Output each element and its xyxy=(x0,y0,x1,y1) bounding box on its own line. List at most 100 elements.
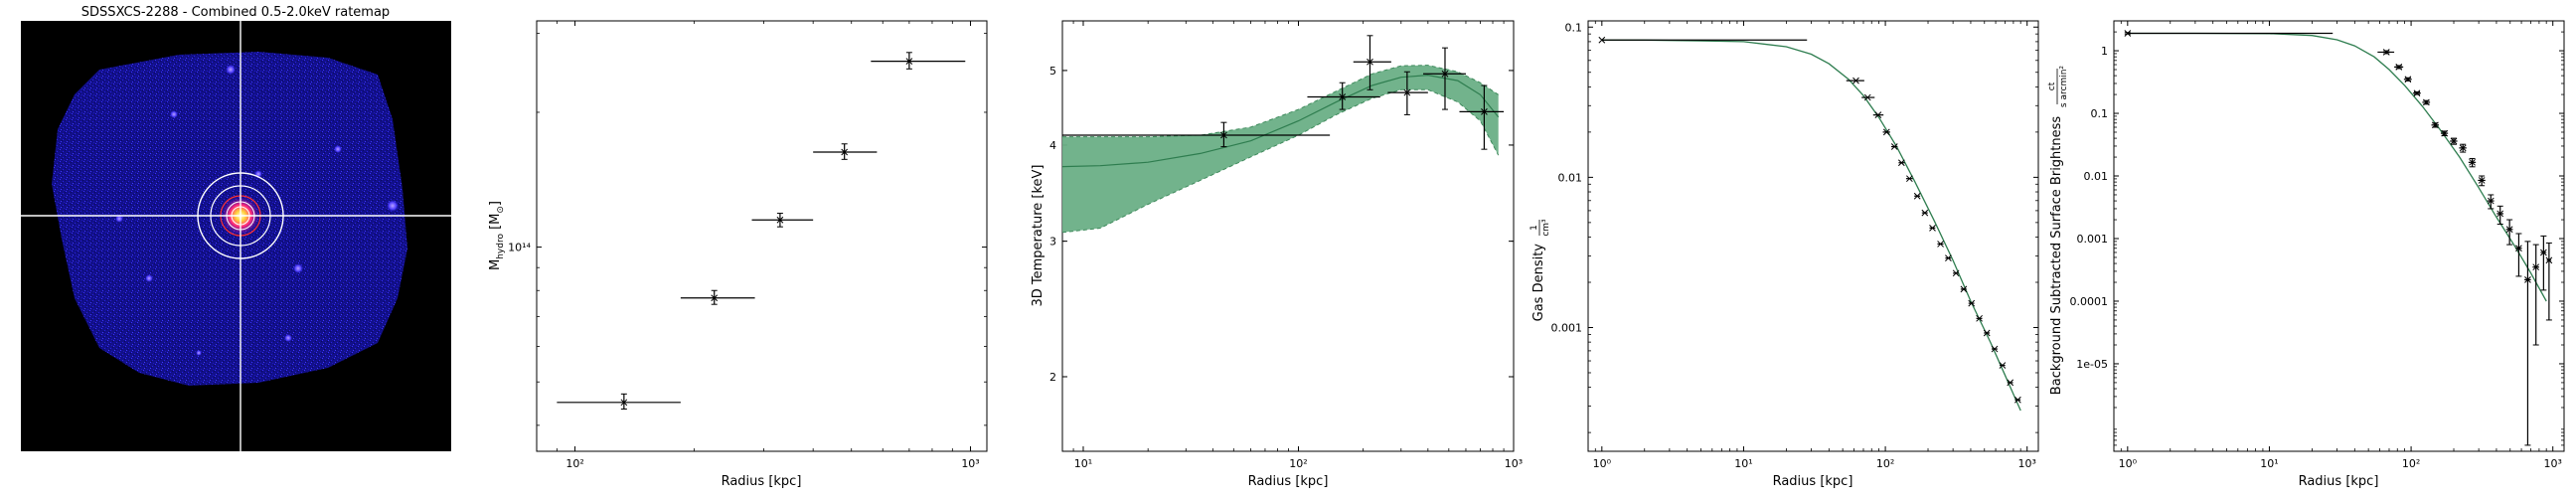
data-point xyxy=(2377,49,2395,56)
point-marker xyxy=(2540,249,2547,256)
point-marker xyxy=(2487,197,2495,205)
point-marker xyxy=(2545,256,2553,264)
point-marker xyxy=(1968,299,1976,307)
data-point xyxy=(2540,235,2547,291)
sb-ticks: 10⁰ 10¹ 10² 10³ 1 0.1 0.01 0.001 0.0001 1e-05 xyxy=(2070,20,2564,470)
x-tick-label: 10¹ xyxy=(1734,457,1752,470)
y-tick-label: 3 xyxy=(1049,236,1056,249)
data-point xyxy=(2459,143,2467,153)
point-marker xyxy=(2007,379,2014,387)
point-marker xyxy=(2515,245,2522,252)
y-tick-label: 2 xyxy=(1049,371,1056,384)
mass-panel: 10² 10³ 10¹⁴ Radius [kpc] Mhydro [M⊙] xyxy=(488,20,988,489)
data-point xyxy=(1353,35,1391,90)
point-marker xyxy=(1991,345,1999,353)
temperature-axes-frame xyxy=(1061,20,1515,452)
data-point xyxy=(2007,379,2014,387)
y-tick-label: 5 xyxy=(1049,65,1056,78)
sb-ylabel: Background Subtracted Surface Brightness… xyxy=(2047,66,2069,396)
point-marker xyxy=(841,148,849,156)
data-point xyxy=(1945,254,1952,261)
source-spot xyxy=(334,145,342,153)
source-spot xyxy=(226,65,236,75)
y-tick-label: 0.001 xyxy=(2077,233,2109,246)
y-tick-label: 0.0001 xyxy=(2070,295,2109,308)
point-marker xyxy=(1481,108,1488,115)
density-ylabel-unit-num: 1 xyxy=(1530,225,1539,231)
point-marker xyxy=(1999,362,2007,369)
point-marker xyxy=(1220,131,1227,139)
data-point xyxy=(1872,111,1884,119)
temperature-ticks: 10¹ 10² 10³ 2 3 4 5 xyxy=(1049,21,1523,470)
data-point xyxy=(2496,205,2504,225)
point-marker xyxy=(1367,58,1373,66)
ratemap-panel: SDSSXCS-2288 - Combined 0.5-2.0keV ratem… xyxy=(21,5,451,451)
point-marker xyxy=(2450,137,2458,145)
point-marker xyxy=(2382,49,2390,56)
data-point xyxy=(2532,244,2540,346)
data-point xyxy=(557,393,681,410)
source-spot xyxy=(170,110,178,118)
temperature-ylabel: 3D Temperature [keV] xyxy=(1031,165,1046,307)
data-point xyxy=(2431,121,2440,129)
data-point xyxy=(1598,36,1808,44)
point-marker xyxy=(2432,121,2439,129)
x-tick-label: 10³ xyxy=(1505,457,1523,470)
point-marker xyxy=(1339,93,1347,100)
x-tick-label: 10² xyxy=(565,457,583,470)
point-marker xyxy=(1890,143,1898,150)
density-ylabel: Gas Density 1 cm³ xyxy=(1530,219,1551,321)
density-xlabel: Radius [kpc] xyxy=(1773,474,1853,489)
mass-marks xyxy=(557,52,966,410)
point-marker xyxy=(776,216,784,224)
temperature-xlabel: Radius [kpc] xyxy=(1248,474,1329,489)
point-marker xyxy=(1906,175,1913,183)
data-point xyxy=(1890,143,1898,150)
source-spot xyxy=(293,263,303,273)
data-point xyxy=(1921,209,1929,217)
ratemap-image xyxy=(21,21,451,451)
point-marker xyxy=(1863,93,1871,101)
data-point xyxy=(2505,219,2513,246)
point-marker xyxy=(2404,76,2412,84)
y-tick-label: 10¹⁴ xyxy=(508,242,531,254)
data-point xyxy=(1905,175,1913,183)
data-point xyxy=(1387,71,1428,115)
point-marker xyxy=(2395,64,2403,71)
sb-xlabel: Radius [kpc] xyxy=(2299,474,2379,489)
source-spot xyxy=(387,200,399,212)
y-tick-label: 0.01 xyxy=(1558,171,1583,184)
sb-ylabel-text: Background Subtracted Surface Brightness xyxy=(2049,116,2064,396)
mass-ticks: 10² 10³ 10¹⁴ xyxy=(508,21,987,470)
data-point xyxy=(871,52,966,70)
data-point xyxy=(1960,285,1968,293)
data-point xyxy=(2450,137,2458,145)
source-spot xyxy=(284,334,292,342)
point-marker xyxy=(1913,192,1921,200)
density-ticks: 10⁰ 10¹ 10² 10³ 0.1 0.01 0.001 xyxy=(1551,21,2038,470)
data-point xyxy=(813,143,878,160)
sb-ylabel-unit-den: s arcmin² xyxy=(2059,66,2069,107)
density-ylabel-unit-den: cm³ xyxy=(1541,219,1551,237)
point-marker xyxy=(620,399,628,407)
point-marker xyxy=(1598,36,1606,44)
point-marker xyxy=(711,294,719,302)
point-marker xyxy=(2413,89,2421,97)
point-marker xyxy=(1441,70,1449,78)
point-marker xyxy=(1937,241,1944,248)
y-tick-label: 0.01 xyxy=(2084,170,2109,183)
point-marker xyxy=(1952,269,1960,277)
model-line xyxy=(2127,32,2547,302)
x-tick-label: 10¹ xyxy=(2260,457,2278,470)
x-tick-label: 10⁰ xyxy=(2119,457,2138,470)
point-marker xyxy=(2441,129,2449,137)
data-point xyxy=(2524,241,2531,446)
data-point xyxy=(1897,159,1905,167)
data-point xyxy=(1861,93,1875,101)
source-spot xyxy=(145,274,153,282)
data-point xyxy=(1307,82,1380,110)
density-panel: 10⁰ 10¹ 10² 10³ 0.1 0.01 0.001 Radius [kpc] Ga… xyxy=(1530,20,2039,489)
x-tick-label: 10¹ xyxy=(1074,457,1092,470)
model-line xyxy=(1601,39,2021,412)
x-tick-label: 10² xyxy=(2402,457,2420,470)
